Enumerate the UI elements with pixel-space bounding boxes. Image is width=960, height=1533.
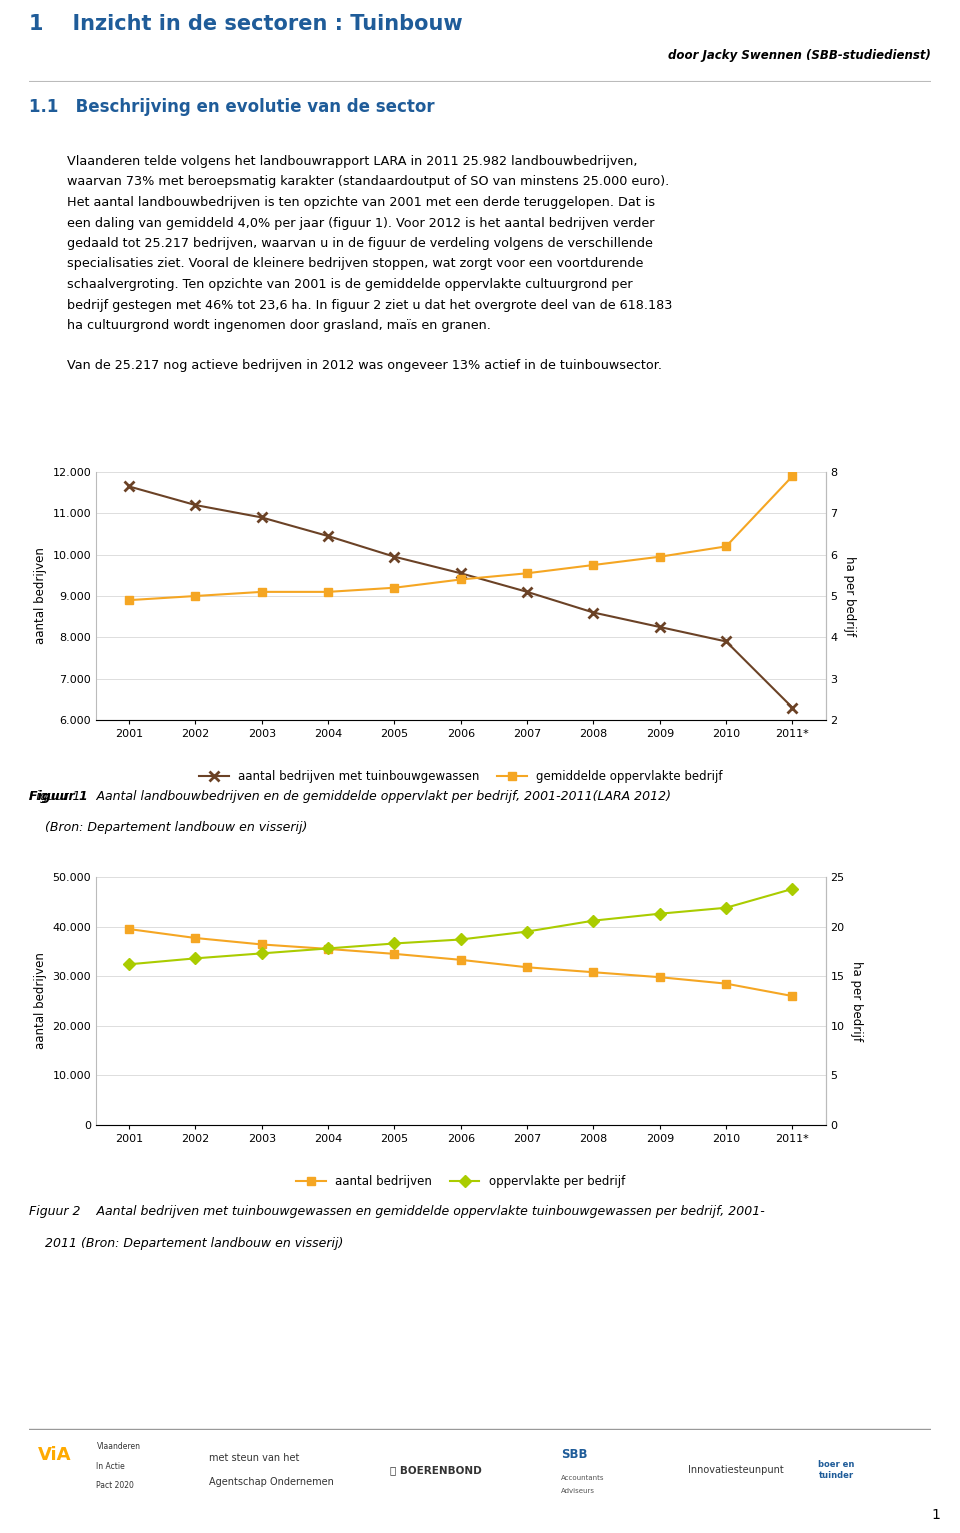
Text: Figuur 1    Aantal landbouwbedrijven en de gemiddelde oppervlakt per bedrijf, 20: Figuur 1 Aantal landbouwbedrijven en de …: [29, 789, 671, 803]
Text: 2011 (Bron: Departement landbouw en visserij): 2011 (Bron: Departement landbouw en viss…: [29, 1237, 343, 1249]
Text: Agentschap Ondernemen: Agentschap Ondernemen: [209, 1476, 334, 1487]
Text: boer en
tuinder: boer en tuinder: [818, 1461, 854, 1479]
Text: 1: 1: [932, 1508, 941, 1522]
Y-axis label: ha per bedrijf: ha per bedrijf: [843, 556, 856, 636]
Y-axis label: aantal bedrijven: aantal bedrijven: [34, 952, 47, 1050]
Text: Ⓑ BOERENBOND: Ⓑ BOERENBOND: [390, 1466, 482, 1475]
Text: Figuur 2    Aantal bedrijven met tuinbouwgewassen en gemiddelde oppervlakte tuin: Figuur 2 Aantal bedrijven met tuinbouwge…: [29, 1205, 764, 1219]
Text: Pact 2020: Pact 2020: [96, 1481, 134, 1490]
Text: Van de 25.217 nog actieve bedrijven in 2012 was ongeveer 13% actief in de tuinbo: Van de 25.217 nog actieve bedrijven in 2…: [67, 359, 662, 371]
Text: met steun van het: met steun van het: [209, 1453, 300, 1464]
Legend: aantal bedrijven, oppervlakte per bedrijf: aantal bedrijven, oppervlakte per bedrij…: [292, 1171, 630, 1193]
Text: ViA: ViA: [37, 1446, 71, 1464]
Legend: aantal bedrijven met tuinbouwgewassen, gemiddelde oppervlakte bedrijf: aantal bedrijven met tuinbouwgewassen, g…: [194, 765, 728, 788]
Text: 1.1   Beschrijving en evolutie van de sector: 1.1 Beschrijving en evolutie van de sect…: [29, 98, 435, 117]
Text: 1    Inzicht in de sectoren : Tuinbouw: 1 Inzicht in de sectoren : Tuinbouw: [29, 14, 463, 34]
Text: SBB: SBB: [562, 1449, 588, 1461]
Text: Vlaanderen: Vlaanderen: [96, 1443, 140, 1452]
Text: Accountants: Accountants: [562, 1475, 605, 1481]
Y-axis label: ha per bedrijf: ha per bedrijf: [851, 961, 863, 1041]
Text: door Jacky Swennen (SBB-studiedienst): door Jacky Swennen (SBB-studiedienst): [668, 49, 931, 63]
Text: Vlaanderen telde volgens het landbouwrapport LARA in 2011 25.982 landbouwbedrijv: Vlaanderen telde volgens het landbouwrap…: [67, 155, 673, 333]
Text: In Actie: In Actie: [96, 1461, 125, 1470]
Text: Figuur 1: Figuur 1: [29, 789, 87, 803]
Text: Innovatiesteunpunt: Innovatiesteunpunt: [687, 1466, 783, 1475]
Y-axis label: aantal bedrijven: aantal bedrijven: [34, 547, 47, 644]
Text: (Bron: Departement landbouw en visserij): (Bron: Departement landbouw en visserij): [29, 822, 307, 834]
Text: Adviseurs: Adviseurs: [562, 1489, 595, 1495]
